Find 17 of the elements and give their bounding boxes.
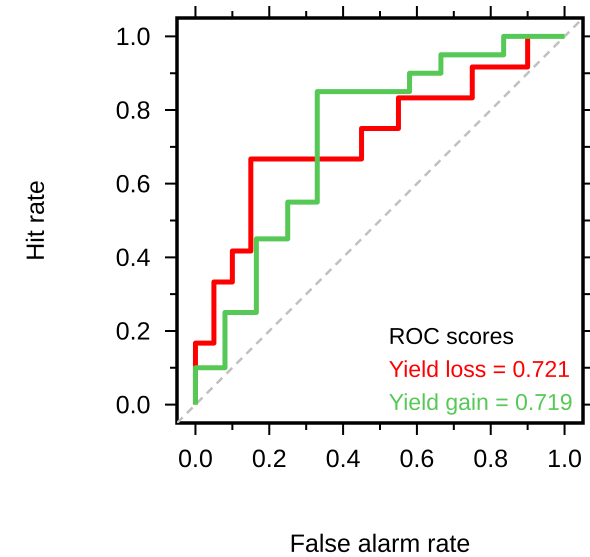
x-tick-label: 0.4 [326,450,360,468]
x-axis-title: False alarm rate [292,534,470,552]
y-tick-label: 0.6 [116,174,150,193]
y-axis-title: Hit rate [26,181,44,259]
x-tick-label: 0.0 [179,450,212,468]
text: Yield loss = 0.721 [389,360,569,378]
x-tick-label: 0.2 [252,450,286,468]
legend-title: ROC scores [390,328,514,344]
text: Yield gain = 0.719 [389,393,572,415]
x-tick-label: 0.6 [400,450,434,468]
y-tick-label: 0.8 [116,101,150,119]
x-tick-label: 1.0 [549,450,581,468]
y-tick-label: 1.0 [118,28,150,46]
y-tick-label: 0.0 [116,396,150,414]
x-tick-label: 0.8 [474,450,508,468]
y-tick-label: 0.4 [116,248,150,266]
y-tick-label: 0.2 [116,322,150,340]
